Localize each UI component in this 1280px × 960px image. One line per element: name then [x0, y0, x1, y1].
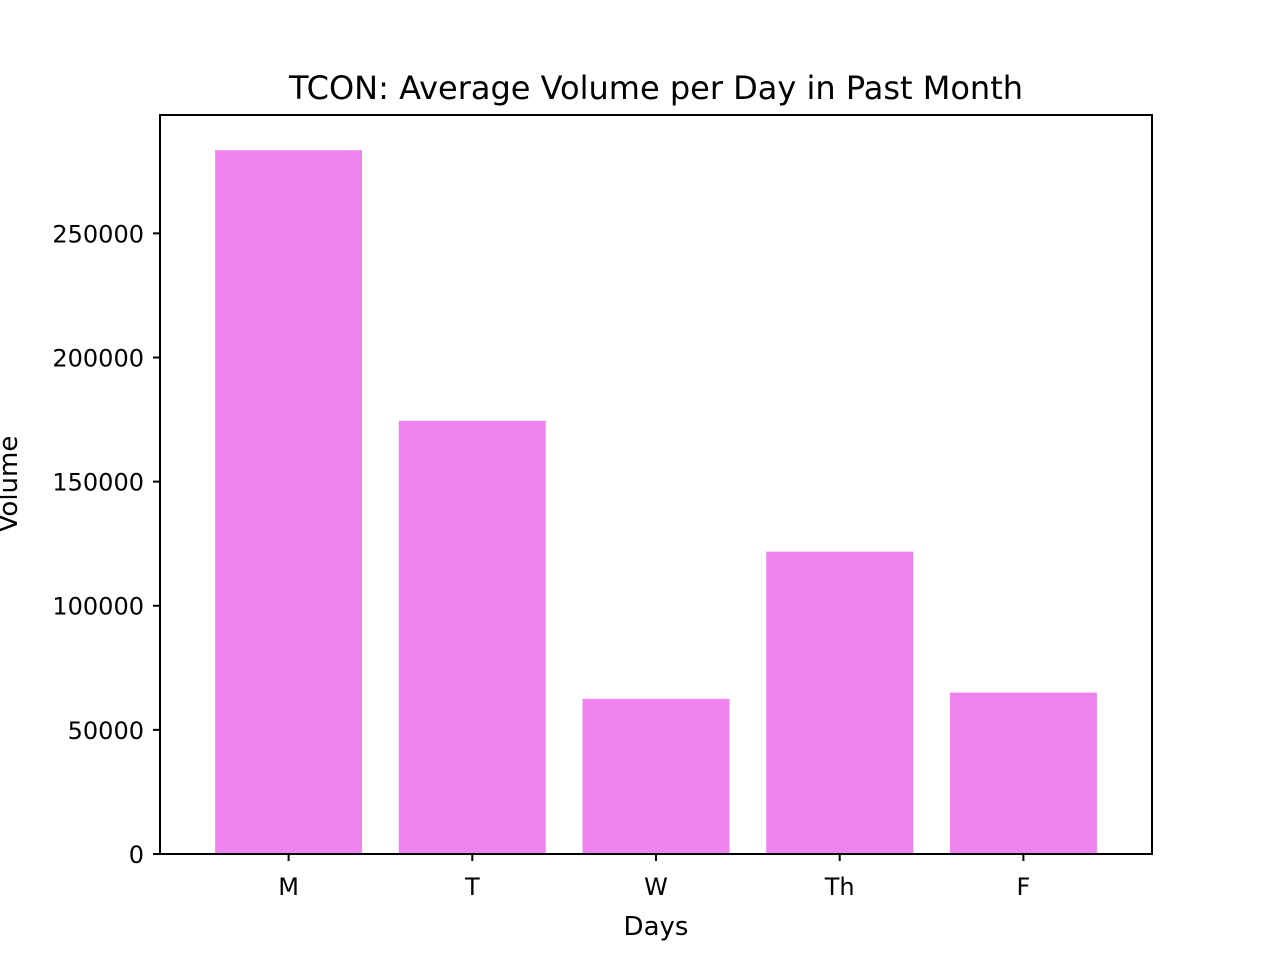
- bars-group: [215, 150, 1097, 854]
- chart-title: TCON: Average Volume per Day in Past Mon…: [288, 69, 1023, 107]
- y-axis-ticks: 0 50000 100000 150000 200000 250000: [52, 220, 160, 869]
- x-axis-label: Days: [624, 912, 689, 942]
- y-axis-label: Volume: [0, 436, 24, 533]
- x-tick-label: F: [1017, 873, 1031, 901]
- bar-w: [582, 698, 730, 854]
- x-axis-ticks: M T W Th F: [278, 854, 1030, 901]
- bar-f: [949, 692, 1097, 854]
- x-tick-label: M: [278, 873, 299, 901]
- y-tick-label: 50000: [68, 717, 144, 745]
- y-tick-label: 150000: [52, 469, 144, 497]
- plot-area-frame: [159, 114, 1153, 855]
- x-tick-label: W: [644, 873, 668, 901]
- x-tick-label: T: [464, 873, 480, 901]
- y-tick-label: 100000: [52, 593, 144, 621]
- bar-th: [766, 551, 914, 854]
- bar-t: [398, 420, 546, 854]
- y-tick-label: 0: [129, 841, 144, 869]
- y-tick-label: 250000: [52, 220, 144, 248]
- y-tick-label: 200000: [52, 344, 144, 372]
- bar-m: [215, 150, 363, 854]
- x-tick-label: Th: [824, 873, 855, 901]
